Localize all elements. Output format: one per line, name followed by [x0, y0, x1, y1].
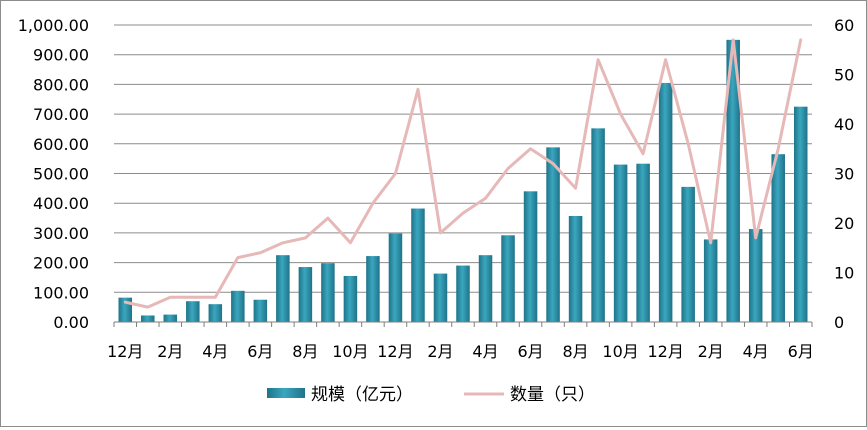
- bar: [366, 256, 380, 322]
- bar: [658, 82, 673, 322]
- left-axis-tick-label: 500.00: [33, 165, 89, 184]
- right-axis-tick-label: 30: [834, 165, 854, 184]
- bar: [433, 273, 448, 322]
- bar: [681, 186, 695, 322]
- bar: [613, 164, 628, 322]
- legend-swatch-bar: [267, 388, 305, 398]
- right-axis-tick-label: 20: [834, 214, 854, 233]
- x-axis-tick-label: 12月: [107, 342, 143, 361]
- left-axis-tick-label: 300.00: [33, 224, 89, 243]
- bar: [343, 275, 358, 322]
- right-axis-tick-label: 0: [834, 313, 844, 332]
- bar: [591, 128, 605, 322]
- left-axis-tick-label: 700.00: [33, 105, 89, 124]
- bar: [726, 39, 740, 322]
- x-axis-tick-label: 2月: [427, 342, 453, 361]
- x-axis-tick-label: 8月: [562, 342, 588, 361]
- left-axis-tick-label: 900.00: [33, 46, 89, 65]
- axes: 0.00 100.00 200.00 300.00 400.00 500.00 600.00…: [18, 16, 855, 361]
- bar: [456, 265, 470, 322]
- left-axis-tick-label: 600.00: [33, 135, 89, 154]
- right-axis-tick-label: 10: [834, 264, 854, 283]
- x-axis-tick-label: 4月: [743, 342, 769, 361]
- bar: [568, 215, 583, 322]
- legend: 规模（亿元） 数量（只）: [267, 385, 595, 405]
- bar: [523, 191, 538, 322]
- gridlines: [114, 24, 812, 323]
- bar: [208, 304, 223, 322]
- left-axis-tick-label: 0.00: [53, 313, 89, 332]
- bar: [276, 255, 290, 322]
- line-series: [123, 38, 803, 309]
- bar: [748, 229, 763, 322]
- bar: [793, 106, 808, 322]
- bar: [636, 163, 650, 322]
- bar: [771, 154, 785, 322]
- x-axis-tick-label: 10月: [602, 342, 638, 361]
- right-axis-tick-label: 60: [834, 16, 854, 35]
- bar: [231, 290, 245, 322]
- series-line: [123, 38, 803, 309]
- bar: [321, 263, 335, 322]
- bar: [501, 235, 515, 322]
- x-axis-tick-label: 12月: [377, 342, 413, 361]
- bar: [253, 299, 268, 322]
- bar: [163, 314, 178, 322]
- x-axis-tick-label: 4月: [472, 342, 498, 361]
- x-axis-tick-label: 8月: [292, 342, 318, 361]
- bar: [703, 239, 718, 322]
- left-axis-tick-label: 200.00: [33, 254, 89, 273]
- right-axis-tick-label: 50: [834, 66, 854, 85]
- bar: [186, 301, 200, 322]
- bar: [546, 147, 560, 322]
- x-axis-tick-label: 2月: [698, 342, 724, 361]
- left-axis-tick-label: 100.00: [33, 283, 89, 302]
- bar: [478, 255, 493, 322]
- bar: [411, 208, 425, 322]
- x-axis-tick-label: 6月: [517, 342, 543, 361]
- x-axis-tick-label: 4月: [202, 342, 228, 361]
- bar: [298, 267, 313, 322]
- right-axis-tick-label: 40: [834, 115, 854, 134]
- x-axis-tick-label: 12月: [647, 342, 683, 361]
- bar: [388, 233, 403, 322]
- x-axis-tick-label: 6月: [788, 342, 814, 361]
- bar-series: [118, 39, 808, 322]
- x-axis-tick-label: 2月: [157, 342, 183, 361]
- bar: [141, 315, 155, 322]
- x-axis-tick-label: 6月: [247, 342, 273, 361]
- left-axis-tick-label: 800.00: [33, 75, 89, 94]
- left-axis-tick-label: 400.00: [33, 194, 89, 213]
- legend-label: 规模（亿元）: [311, 385, 413, 405]
- legend-label: 数量（只）: [510, 385, 595, 405]
- left-axis-tick-label: 1,000.00: [18, 16, 89, 35]
- x-axis-tick-label: 10月: [332, 342, 368, 361]
